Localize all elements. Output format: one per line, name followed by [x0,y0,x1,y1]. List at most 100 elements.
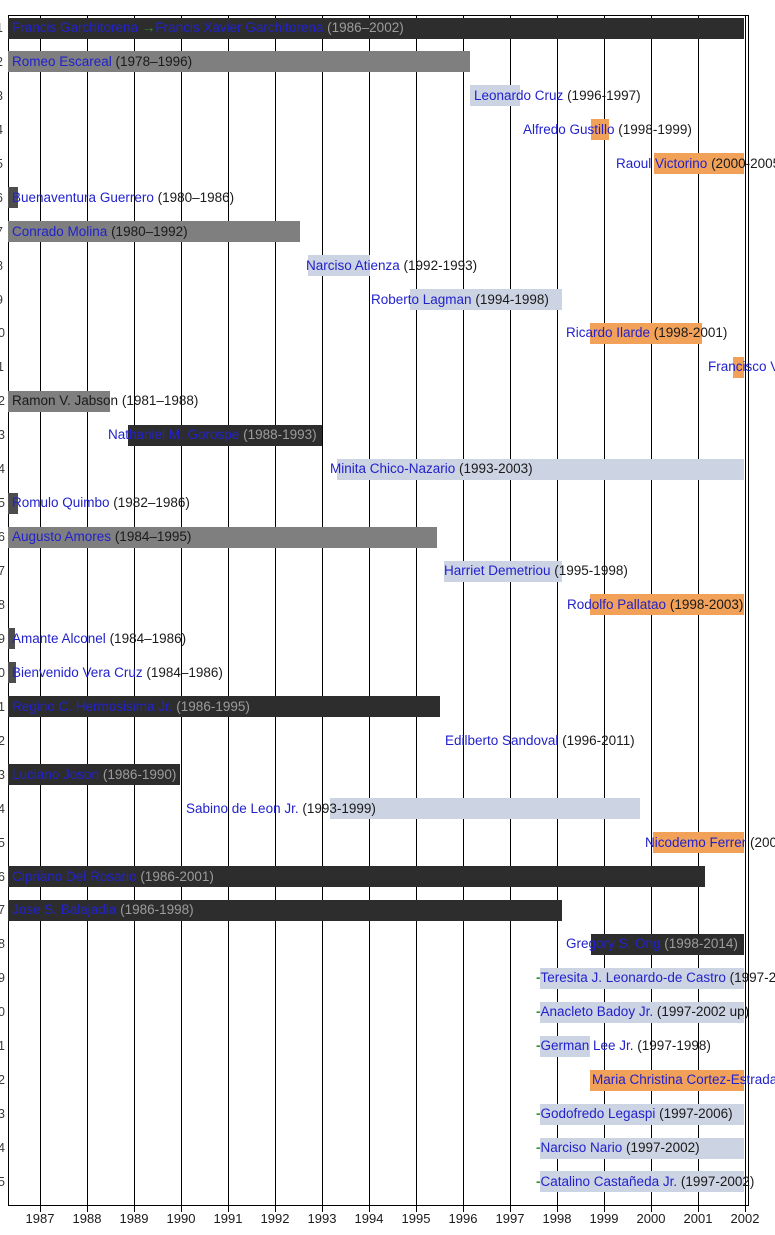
row-number: 27 [0,903,5,918]
justice-name-link[interactable]: Minita Chico-Nazario [330,461,456,477]
tenure-bar [540,1103,744,1125]
justice-name-link[interactable]: Romeo Escareal [12,53,112,69]
row-label: Augusto Amores (1984–1995) [12,527,191,547]
justice-name-link[interactable]: Francisco Vi [708,359,775,375]
tenure-bar [329,798,641,820]
row-number: 10 [0,326,5,341]
row-label: Leonardo Cruz (1996-1997) [474,86,641,106]
justice-name-link[interactable]: Sabino de Leon Jr. [186,800,299,816]
justice-name-link[interactable]: Edilberto Sandoval [445,732,559,748]
tenure-bar [732,356,744,378]
justice-name-link[interactable]: Conrado Molina [12,223,108,239]
justice-name-link[interactable]: Romulo Quimbo [12,495,110,511]
row-number: 18 [0,597,5,612]
year-gridline [134,15,135,1205]
row-label: Francisco Vi [708,357,775,377]
row-label: Regino C. Hermosisima Jr. (1986-1995) [12,697,250,717]
tenure-bar [127,424,322,446]
justice-name-link[interactable]: Narciso Atienza [306,257,400,273]
justice-name-link[interactable]: Nicodemo Ferrer [645,834,747,850]
row-number: 13 [0,428,5,443]
justice-name-link[interactable]: Maria Christina Cortez-Estrada [592,1072,775,1088]
justice-name-link[interactable]: Rodolfo Pallatao [567,596,667,612]
justice-name-link[interactable]: Narciso Nario [540,1140,623,1156]
tenure-years: (1988-1993) [239,427,317,443]
row-label: Luciano Joson (1986-1990) [12,765,176,785]
justice-name-link[interactable]: Leonardo Cruz [474,87,564,103]
justice-name-link[interactable]: Raoul Victorino [616,155,708,171]
tenure-years: (1993-2003) [455,461,533,477]
year-gridline [369,15,370,1205]
row-label: Cipriano Del Rosario (1986-2001) [12,867,214,887]
tenure-years: (1984–1995) [111,529,192,545]
row-number: 9 [0,290,3,310]
row-number: 3 [0,86,3,106]
tenure-years: (1997-2006) [655,1106,733,1122]
justice-name-link[interactable]: Francis Garchitorena [12,20,142,35]
row-number: 23 [0,767,5,782]
row-number: 19 [0,631,5,646]
tenure-years: (1980–1986) [153,189,235,205]
justice-name-link[interactable]: Amante Alconel [12,630,106,646]
axis-tick [275,1205,276,1212]
justice-name-link[interactable]: Bienvenido Vera Cruz [12,664,143,680]
tenure-years: (2000-2005 [707,155,775,171]
axis-tick [463,1205,464,1212]
row-label: Edilberto Sandoval (1996-2011) [445,731,635,751]
year-gridline [87,15,88,1205]
year-gridline [228,15,229,1205]
justice-name-link[interactable]: Harriet Demetriou [444,563,551,579]
tenure-bar [8,866,706,887]
justice-name-link[interactable]: Buenaventura Guerrero [12,189,154,205]
tenure-bar [8,51,471,73]
justice-name-link[interactable]: Francis Xavier Garchitorena [155,20,324,35]
row-label: Nicodemo Ferrer (2000-20 [645,833,775,853]
tenure-bar [444,560,563,582]
green-dash-icon: - [536,1038,541,1054]
justice-name-link[interactable]: Regino C. Hermosisima Jr. [12,698,173,714]
row-number: 4 [0,120,3,140]
justice-name-link[interactable]: Nathaniel M. Gorospe [108,427,240,443]
row-label: -German Lee Jr. (1997-1998) [536,1036,711,1056]
justice-name-link[interactable]: Ricardo Ilarde [566,325,651,341]
tenure-years: (1997-20 [729,970,775,986]
justice-name-link[interactable]: Anacleto Badoy Jr. [540,1004,654,1020]
row-label: Buenaventura Guerrero (1980–1986) [12,188,234,208]
justice-name-link[interactable]: Alfredo Gustillo [523,121,615,137]
year-gridline [40,15,41,1205]
justice-name-link[interactable]: Gregory S. Ong [566,936,661,952]
green-dash-icon: - [536,1140,541,1156]
axis-year-label: 1988 [72,1211,102,1226]
tenure-bar [8,390,111,412]
axis-tick [134,1205,135,1212]
justice-name-link[interactable]: Roberto Lagman [371,291,472,307]
justice-name-link[interactable]: Ramon V. Jabson [12,393,119,409]
row-label: -Teresita J. Leonardo-de Castro (1997-20 [536,968,775,988]
year-gridline [463,15,464,1205]
tenure-years: (1984–1986) [142,664,223,680]
row-number: 15 [0,496,5,511]
justice-name-link[interactable]: Augusto Amores [12,529,112,545]
justice-name-link[interactable]: Teresita J. Leonardo-de Castro [540,970,726,986]
row-label: Ramon V. Jabson (1981–1988) [12,391,198,411]
axis-tick [698,1205,699,1212]
row-label: Sabino de Leon Jr. (1993-1999) [186,799,376,819]
justice-name-link[interactable]: Godofredo Legaspi [540,1106,656,1122]
row-label: Roberto Lagman (1994-1998) [371,290,549,310]
justice-name-link[interactable]: Luciano Joson [12,766,100,782]
justice-name-link[interactable]: Catalino Castañeda Jr. [540,1173,678,1189]
tenure-years: (1986-1995) [172,698,250,714]
row-number: 11 [0,360,4,375]
axis-tick [228,1205,229,1212]
justice-name-link[interactable]: Cipriano Del Rosario [12,868,137,884]
tenure-years: (1994-1998) [471,291,549,307]
year-gridline [322,15,323,1205]
justice-name-link[interactable]: Jose S. Balajadia [12,902,117,918]
row-label: Rodolfo Pallatao (1998-2003) [567,595,743,615]
tenure-years: (1984–1986) [105,630,187,646]
axis-tick [87,1205,88,1212]
row-label: Nathaniel M. Gorospe (1988-1993) [108,425,317,445]
justice-name-link[interactable]: German Lee Jr. [540,1038,634,1054]
axis-year-label: 1995 [401,1211,431,1226]
row-number: 8 [0,256,3,276]
